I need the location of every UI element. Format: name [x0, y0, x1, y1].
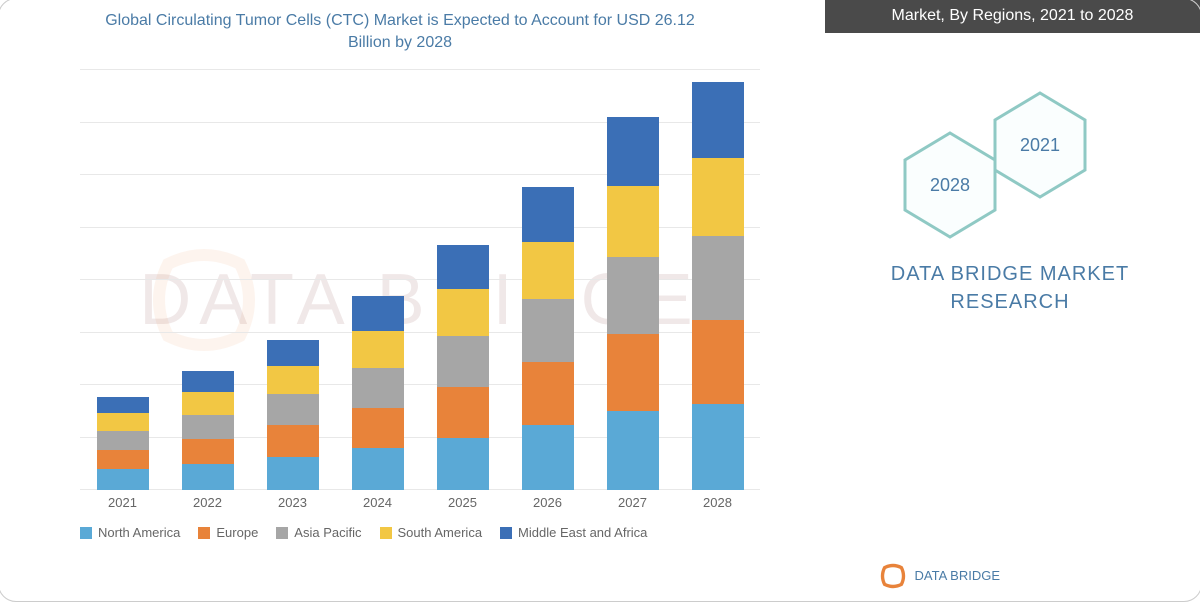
bar-segment: [522, 362, 574, 425]
bar-segment: [607, 186, 659, 258]
bar-segment: [97, 450, 149, 469]
legend-swatch: [276, 527, 288, 539]
bar-group: [267, 340, 319, 491]
bar-segment: [97, 413, 149, 431]
bar-segment: [607, 117, 659, 185]
chart-legend: North America Europe Asia Pacific South Ame…: [80, 525, 800, 540]
bar-segment: [607, 411, 659, 490]
bottom-logo: DATA BRIDGE: [879, 562, 1000, 590]
hexagon-badges: 2028 2021: [900, 80, 1140, 260]
legend-label: South America: [398, 525, 483, 540]
bar-segment: [352, 296, 404, 331]
legend-label: Europe: [216, 525, 258, 540]
legend-item: Europe: [198, 525, 258, 540]
bar-segment: [267, 340, 319, 366]
hexagon-2021: 2021: [990, 90, 1090, 200]
bar-segment: [182, 392, 234, 415]
bars-container: [80, 70, 760, 490]
bar-segment: [182, 371, 234, 392]
x-axis-label: 2026: [522, 495, 574, 510]
bar-segment: [352, 448, 404, 490]
chart-title: Global Circulating Tumor Cells (CTC) Mar…: [100, 10, 700, 55]
bar-segment: [607, 334, 659, 411]
bar-segment: [522, 187, 574, 241]
legend-item: Asia Pacific: [276, 525, 361, 540]
chart-subtitle-banner: Market, By Regions, 2021 to 2028: [825, 0, 1200, 33]
bar-group: [437, 245, 489, 490]
legend-label: Middle East and Africa: [518, 525, 647, 540]
bottom-logo-icon: [879, 562, 907, 590]
legend-swatch: [80, 527, 92, 539]
bottom-logo-text: DATA BRIDGE: [915, 569, 1000, 583]
bar-segment: [692, 82, 744, 157]
x-axis-labels: 2021 2022 2023 2024 2025 2026 2027 2028: [80, 495, 760, 510]
bar-segment: [522, 425, 574, 490]
stacked-bar-chart: [80, 70, 760, 490]
brand-text: DATA BRIDGE MARKET RESEARCH: [880, 260, 1140, 316]
legend-label: North America: [98, 525, 180, 540]
bar-segment: [437, 336, 489, 387]
bar-segment: [267, 394, 319, 426]
bar-segment: [182, 439, 234, 464]
bar-segment: [352, 331, 404, 368]
bar-segment: [352, 408, 404, 448]
x-axis-label: 2025: [437, 495, 489, 510]
bar-segment: [267, 425, 319, 457]
hexagon-label-2028: 2028: [930, 175, 970, 196]
legend-swatch: [380, 527, 392, 539]
x-axis-label: 2024: [352, 495, 404, 510]
bar-segment: [267, 366, 319, 394]
bar-segment: [267, 457, 319, 490]
x-axis-label: 2021: [97, 495, 149, 510]
bar-segment: [437, 245, 489, 289]
x-axis-label: 2027: [607, 495, 659, 510]
bar-segment: [692, 404, 744, 490]
legend-swatch: [198, 527, 210, 539]
legend-item: South America: [380, 525, 483, 540]
legend-item: North America: [80, 525, 180, 540]
bar-segment: [97, 469, 149, 490]
bar-group: [522, 187, 574, 490]
x-axis-label: 2028: [692, 495, 744, 510]
bar-segment: [437, 387, 489, 438]
bar-group: [607, 117, 659, 490]
bar-segment: [522, 299, 574, 362]
bar-segment: [607, 257, 659, 334]
bar-segment: [352, 368, 404, 408]
bar-segment: [692, 158, 744, 237]
bar-group: [182, 371, 234, 490]
legend-item: Middle East and Africa: [500, 525, 647, 540]
bar-segment: [182, 415, 234, 440]
legend-label: Asia Pacific: [294, 525, 361, 540]
bar-segment: [692, 236, 744, 320]
hexagon-2028: 2028: [900, 130, 1000, 240]
bar-segment: [692, 320, 744, 404]
bar-segment: [97, 431, 149, 450]
hexagon-label-2021: 2021: [1020, 135, 1060, 156]
bar-group: [97, 397, 149, 490]
bar-segment: [437, 438, 489, 491]
bar-segment: [437, 289, 489, 336]
bar-segment: [182, 464, 234, 490]
legend-swatch: [500, 527, 512, 539]
bar-segment: [97, 397, 149, 413]
x-axis-label: 2023: [267, 495, 319, 510]
bar-group: [352, 296, 404, 490]
x-axis-label: 2022: [182, 495, 234, 510]
bar-segment: [522, 242, 574, 300]
bar-group: [692, 82, 744, 490]
